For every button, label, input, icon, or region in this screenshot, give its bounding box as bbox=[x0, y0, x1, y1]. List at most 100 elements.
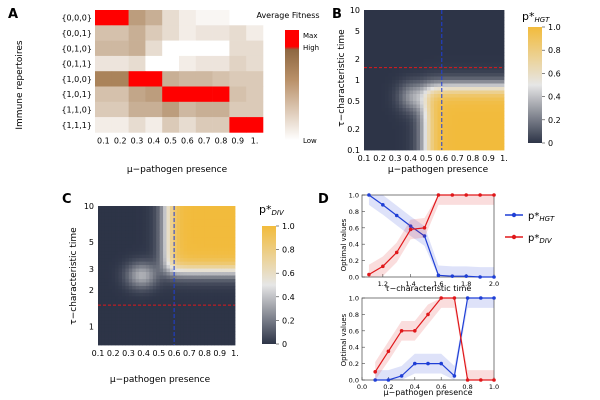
heatmap-pixel bbox=[364, 62, 368, 67]
heatmap-pixel bbox=[118, 334, 123, 339]
heatmap-pixel bbox=[197, 247, 202, 252]
heatmap-pixel bbox=[128, 212, 133, 217]
heatmap-pixel bbox=[128, 296, 133, 301]
heatmap-pixel bbox=[399, 111, 403, 116]
heatmap-pixel bbox=[156, 223, 161, 228]
heatmap-pixel bbox=[469, 125, 473, 130]
heatmap-pixel bbox=[493, 13, 498, 18]
heatmap-pixel bbox=[156, 206, 161, 210]
heatmap-pixel bbox=[451, 132, 456, 137]
heatmap-pixel bbox=[483, 55, 487, 60]
heatmap-pixel bbox=[190, 320, 195, 325]
heatmap-pixel bbox=[444, 111, 449, 116]
heatmap-pixel bbox=[173, 289, 178, 294]
heatmap-pixel bbox=[392, 111, 396, 116]
heatmap-pixel bbox=[476, 62, 480, 67]
heatmap-pixel bbox=[427, 41, 431, 46]
heatmap-pixel bbox=[104, 331, 109, 335]
heatmap-pixel bbox=[128, 285, 133, 290]
heatmap-pixel bbox=[392, 146, 396, 151]
heatmap-pixel bbox=[479, 146, 484, 151]
heatmap-pixel bbox=[385, 129, 389, 133]
heatmap-pixel bbox=[486, 48, 491, 53]
heatmap-pixel bbox=[125, 251, 130, 256]
heatmap-pixel bbox=[98, 268, 102, 273]
heatmap-pixel bbox=[402, 24, 407, 28]
heatmap-pixel bbox=[101, 310, 106, 315]
heatmap-pixel bbox=[204, 261, 208, 266]
heatmap-pixel bbox=[135, 251, 140, 256]
heatmap-pixel bbox=[451, 10, 456, 14]
heatmap-pixel bbox=[392, 129, 396, 133]
heatmap-pixel bbox=[101, 209, 106, 214]
red-data-point bbox=[464, 193, 469, 197]
red-series-line bbox=[368, 194, 494, 276]
heatmap-pixel bbox=[441, 125, 445, 130]
heatmap-pixel bbox=[142, 226, 147, 231]
heatmap-pixel bbox=[139, 244, 143, 249]
heatmap-pixel bbox=[128, 289, 133, 294]
heatmap-pixel bbox=[200, 261, 205, 266]
heatmap-pixel bbox=[483, 111, 487, 116]
heatmap-pixel bbox=[121, 341, 126, 346]
heatmap-cell bbox=[179, 55, 197, 72]
panel-c-colorbar bbox=[262, 226, 276, 344]
panel-d: D 0.00.20.40.60.81.01.2 1.4 1.6 1.8 2.0 0.00… bbox=[318, 192, 555, 398]
heatmap-pixel bbox=[392, 62, 396, 67]
heatmap-pixel bbox=[497, 146, 501, 151]
heatmap-pixel bbox=[176, 265, 181, 269]
heatmap-pixel bbox=[111, 289, 116, 294]
heatmap-pixel bbox=[423, 45, 428, 49]
heatmap-pixel bbox=[207, 206, 212, 210]
heatmap-pixel bbox=[371, 125, 375, 130]
heatmap-pixel bbox=[200, 244, 205, 249]
heatmap-pixel bbox=[448, 20, 452, 25]
heatmap-cell bbox=[246, 71, 264, 87]
heatmap-pixel bbox=[115, 282, 119, 287]
heatmap-pixel bbox=[479, 111, 484, 116]
heatmap-pixel bbox=[500, 48, 505, 53]
heatmap-pixel bbox=[224, 272, 229, 276]
heatmap-pixel bbox=[176, 324, 181, 329]
heatmap-pixel bbox=[462, 13, 466, 18]
heatmap-pixel bbox=[388, 48, 393, 53]
heatmap-pixel bbox=[399, 94, 403, 98]
heatmap-pixel bbox=[176, 258, 181, 262]
heatmap-pixel bbox=[374, 111, 379, 116]
heatmap-pixel bbox=[364, 97, 368, 102]
heatmap-pixel bbox=[207, 275, 212, 280]
panel-d-bottom-chart: 0.00.20.40.60.81.00.0 0.2 0.4 0.6 0.8 1.0 bbox=[349, 295, 500, 392]
heatmap-cell bbox=[111, 55, 129, 72]
heatmap-pixel bbox=[135, 299, 140, 304]
heatmap-cell bbox=[162, 117, 180, 133]
x-tick-label: 0.8 bbox=[467, 154, 480, 163]
heatmap-pixel bbox=[409, 115, 414, 119]
heatmap-pixel bbox=[231, 206, 236, 210]
heatmap-pixel bbox=[228, 230, 232, 235]
heatmap-pixel bbox=[413, 94, 417, 98]
heatmap-pixel bbox=[115, 258, 119, 262]
heatmap-pixel bbox=[183, 233, 188, 238]
heatmap-pixel bbox=[374, 143, 379, 147]
heatmap-pixel bbox=[455, 17, 459, 21]
heatmap-pixel bbox=[364, 122, 368, 126]
heatmap-pixel bbox=[430, 59, 435, 63]
heatmap-pixel bbox=[149, 275, 154, 280]
blue-data-point bbox=[373, 378, 378, 382]
heatmap-pixel bbox=[214, 209, 219, 214]
heatmap-pixel bbox=[430, 118, 435, 123]
heatmap-pixel bbox=[159, 303, 164, 308]
heatmap-pixel bbox=[367, 94, 372, 98]
heatmap-pixel bbox=[200, 219, 205, 224]
heatmap-pixel bbox=[152, 216, 157, 221]
heatmap-pixel bbox=[371, 115, 375, 119]
heatmap-pixel bbox=[420, 17, 424, 21]
heatmap-pixel bbox=[231, 219, 236, 224]
heatmap-pixel bbox=[423, 94, 428, 98]
heatmap-pixel bbox=[448, 55, 452, 60]
heatmap-pixel bbox=[416, 87, 421, 91]
heatmap-pixel bbox=[149, 285, 154, 290]
heatmap-pixel bbox=[497, 34, 501, 39]
heatmap-pixel bbox=[180, 327, 185, 332]
heatmap-pixel bbox=[173, 230, 178, 235]
